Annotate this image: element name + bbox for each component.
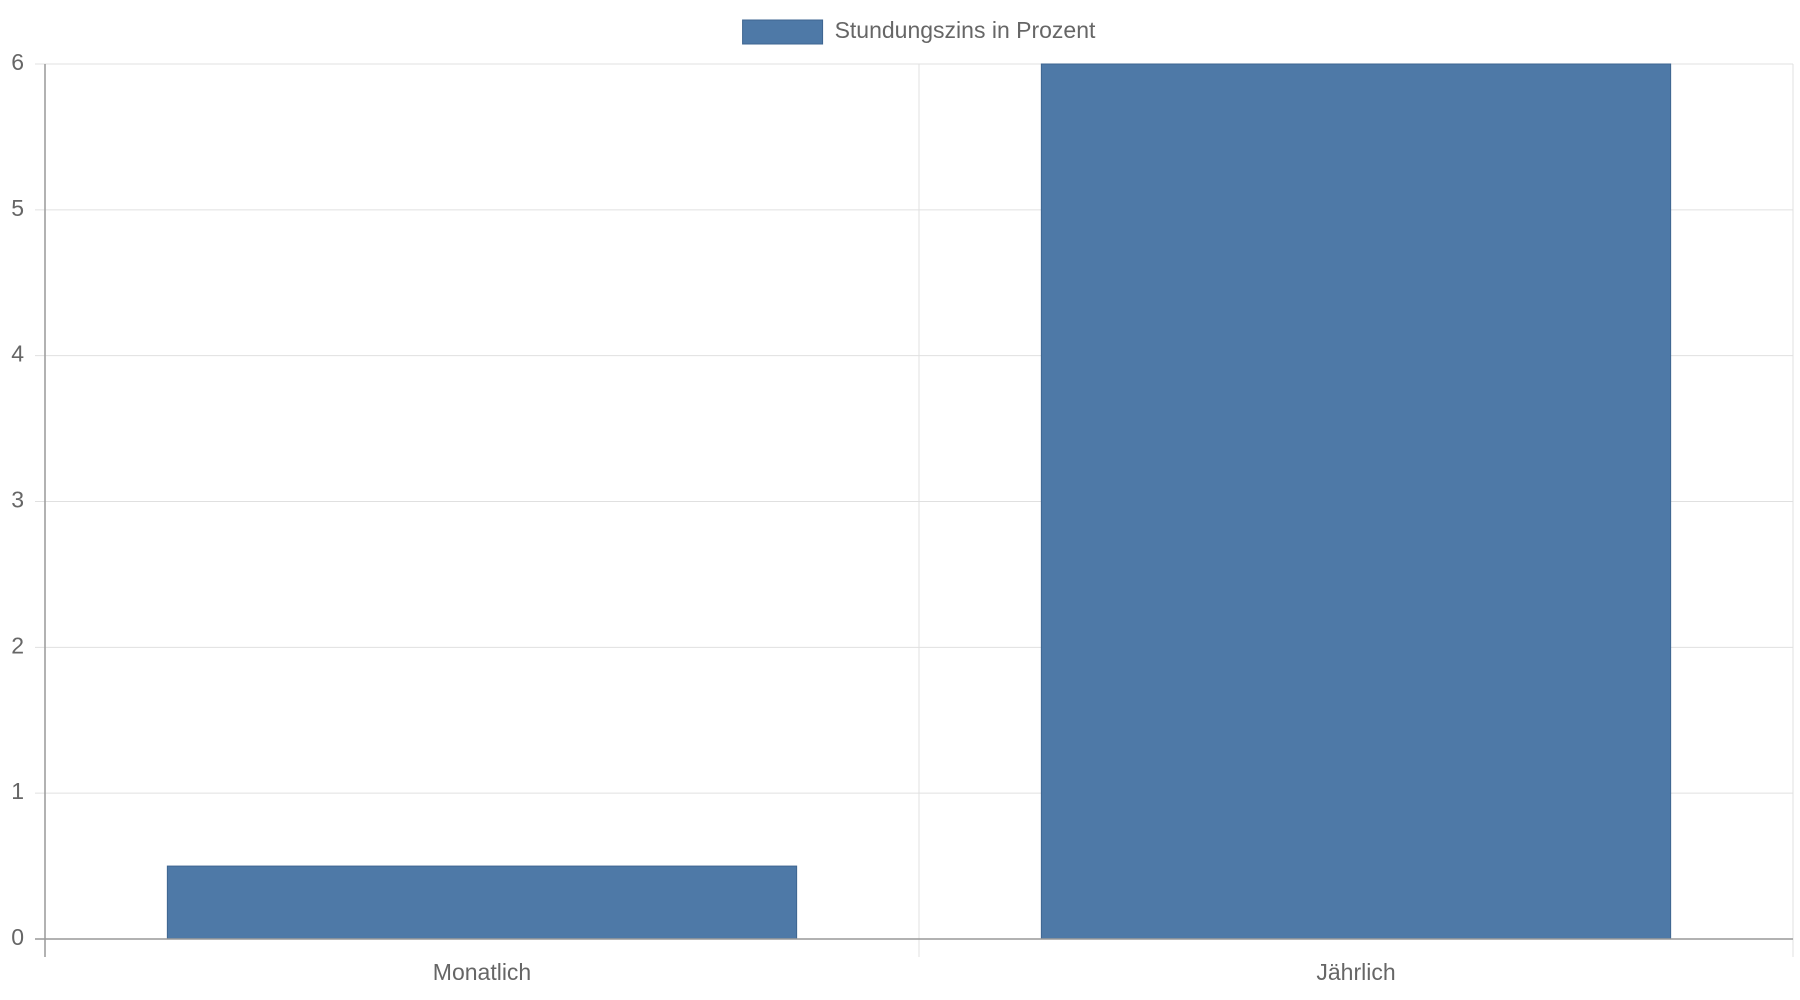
y-tick-label: 4 — [11, 341, 24, 367]
y-tick-label: 3 — [11, 487, 24, 513]
x-tick-label: Monatlich — [433, 959, 531, 985]
y-tick-label: 1 — [11, 778, 24, 804]
y-tick-label: 6 — [11, 49, 24, 75]
legend-label: Stundungszins in Prozent — [835, 17, 1096, 43]
x-tick-label: Jährlich — [1316, 959, 1395, 985]
bar — [1040, 63, 1672, 940]
bar — [166, 865, 798, 940]
legend-swatch — [742, 19, 824, 45]
y-tick-label: 5 — [11, 195, 24, 221]
y-tick-label: 0 — [11, 924, 24, 950]
y-tick-label: 2 — [11, 632, 24, 658]
